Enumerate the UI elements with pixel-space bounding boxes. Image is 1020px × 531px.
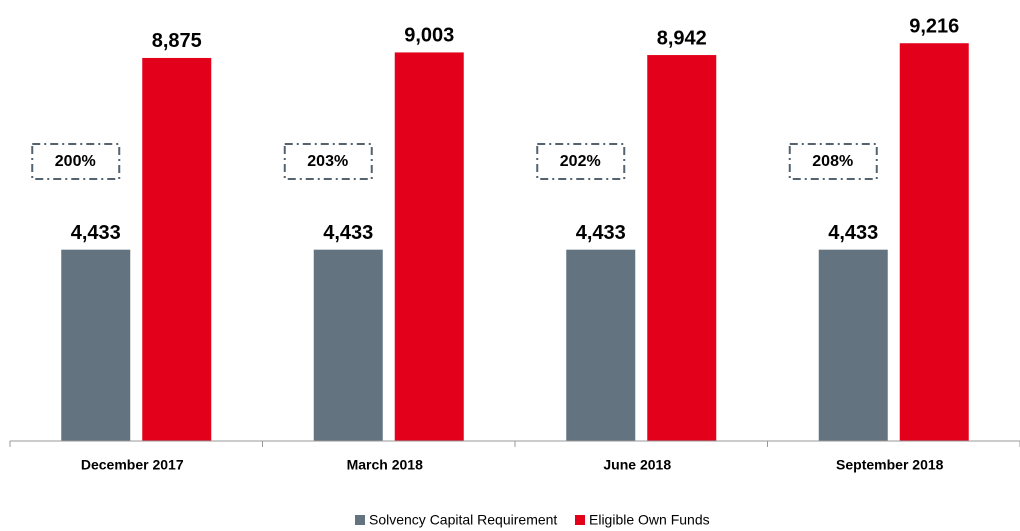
value-label: 9,216 [909, 16, 959, 38]
value-label: 4,433 [828, 222, 878, 244]
x-tick-label: September 2018 [836, 457, 944, 473]
value-label: 4,433 [576, 222, 626, 244]
ratio-box [31, 143, 121, 180]
ratio-box [536, 143, 626, 180]
annotation: 208% [812, 153, 853, 170]
value-label: 8,875 [152, 30, 202, 52]
bar [394, 52, 464, 442]
bar [647, 55, 717, 441]
annotation: 200% [55, 153, 96, 170]
legend-swatch [355, 515, 365, 525]
value-label: 8,942 [657, 27, 707, 49]
legend-swatch [575, 515, 585, 525]
ratio-box [788, 143, 878, 180]
ratio-box [283, 143, 373, 180]
bar [142, 57, 212, 442]
x-tick-label: March 2018 [347, 457, 423, 473]
annotation: 202% [560, 153, 601, 170]
bar [313, 249, 383, 441]
bar [61, 249, 131, 441]
x-tick-label: June 2018 [603, 457, 671, 473]
x-tick-label: December 2017 [81, 457, 184, 473]
bar [899, 43, 969, 442]
value-label: 4,433 [71, 222, 121, 244]
legend-label: Eligible Own Funds [589, 512, 710, 528]
annotation: 203% [307, 153, 348, 170]
bar [818, 249, 888, 441]
bar [566, 249, 636, 441]
value-label: 4,433 [323, 222, 373, 244]
value-label: 9,003 [404, 25, 454, 47]
legend-label: Solvency Capital Requirement [369, 512, 557, 528]
